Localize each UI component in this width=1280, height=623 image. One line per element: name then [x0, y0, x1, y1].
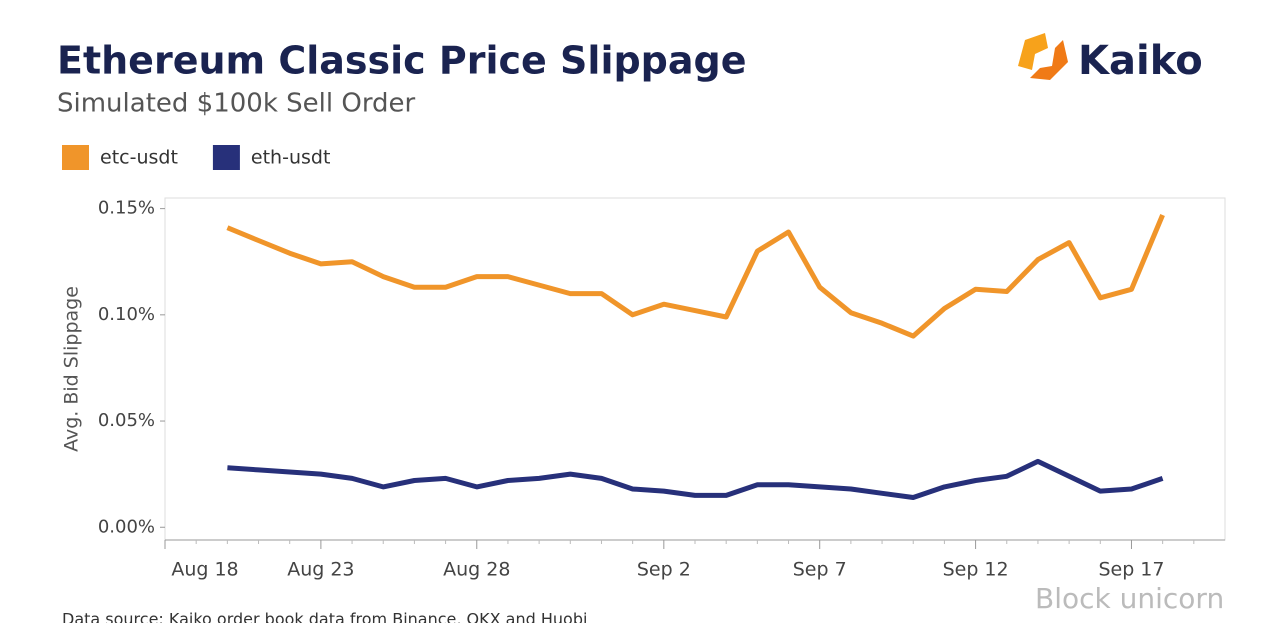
chart-title: Ethereum Classic Price Slippage: [57, 39, 747, 83]
watermark: Block unicorn: [1035, 582, 1224, 615]
series-line: [226, 214, 1165, 339]
legend-label: eth-usdt: [251, 147, 331, 169]
x-tick-label: Aug 23: [287, 559, 354, 581]
chart-subtitle: Simulated $100k Sell Order: [57, 89, 416, 119]
y-tick-label: 0.15%: [98, 198, 155, 219]
y-tick-label: 0.00%: [98, 516, 155, 537]
legend-swatch: [62, 145, 89, 170]
brand-logo: Kaiko: [1018, 33, 1203, 84]
y-tick-label: 0.05%: [98, 410, 155, 431]
source-note: Data source: Kaiko order book data from …: [62, 610, 587, 623]
x-tick-label: Aug 18: [171, 559, 238, 581]
plot-frame: [164, 197, 1226, 541]
x-tick-label: Sep 7: [793, 559, 847, 581]
x-tick-label: Sep 12: [943, 559, 1009, 581]
legend-label: etc-usdt: [100, 147, 178, 169]
logo-icon: [1030, 40, 1068, 80]
x-tick-label: Sep 2: [637, 559, 691, 581]
x-tick-label: Aug 28: [443, 559, 510, 581]
y-tick-label: 0.10%: [98, 304, 155, 325]
series-line: [227, 458, 1164, 500]
legend-swatch: [212, 145, 240, 170]
y-axis-label: Avg. Bid Slippage: [61, 286, 83, 452]
x-tick-label: Sep 17: [1098, 559, 1164, 581]
brand-name: Kaiko: [1078, 38, 1203, 84]
logo-icon: [1018, 33, 1048, 70]
